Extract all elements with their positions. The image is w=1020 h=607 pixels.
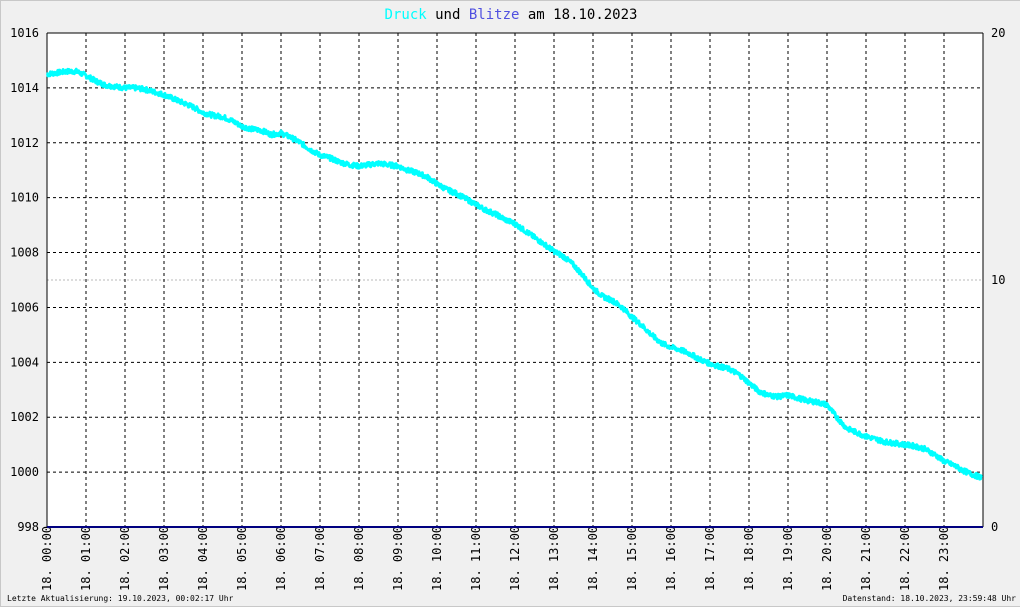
title-date: 18.10.2023 [553, 7, 637, 23]
x-tick-label: 18. 15:00 [625, 526, 639, 591]
x-tick-label: 18. 16:00 [664, 526, 678, 591]
x-tick-label: 18. 09:00 [391, 526, 405, 591]
x-tick-label: 18. 12:00 [508, 526, 522, 591]
footer-data-status: Datenstand: 18.10.2023, 23:59:48 Uhr [842, 594, 1016, 603]
pressure-series-line [45, 67, 983, 481]
tick-labels: 998 1000 1002 1004 1006 1008 1010 1012 1014 1016 0… [10, 26, 1005, 591]
x-tick-label: 18. 02:00 [118, 526, 132, 591]
chart-title: Druck und Blitze am 18.10.2023 [385, 7, 638, 23]
x-tick-label: 18. 03:00 [157, 526, 171, 591]
y-right-tick-label: 0 [991, 520, 998, 534]
data-series [45, 67, 983, 528]
title-word-und: und [435, 7, 460, 23]
x-tick-label: 18. 07:00 [313, 526, 327, 591]
x-tick-label: 18. 20:00 [820, 526, 834, 591]
y-left-tick-label: 1006 [10, 300, 39, 314]
x-tick-label: 18. 10:00 [430, 526, 444, 591]
y-left-tick-label: 1008 [10, 246, 39, 260]
title-word-druck: Druck [385, 7, 428, 23]
title-word-blitze: Blitze [469, 7, 520, 23]
axes [46, 32, 984, 527]
y-left-tick-label: 1002 [10, 410, 39, 424]
x-tick-label: 18. 17:00 [703, 526, 717, 591]
title-word-am: am [528, 7, 545, 23]
x-tick-label: 18. 01:00 [79, 526, 93, 591]
y-left-tick-label: 1014 [10, 81, 39, 95]
x-tick-label: 18. 08:00 [352, 526, 366, 591]
y-right-tick-label: 20 [991, 26, 1005, 40]
x-tick-label: 18. 22:00 [898, 526, 912, 591]
x-tick-label: 18. 05:00 [235, 526, 249, 591]
x-tick-label: 18. 00:00 [40, 526, 54, 591]
x-tick-label: 18. 13:00 [547, 526, 561, 591]
y-left-tick-label: 1000 [10, 465, 39, 479]
x-tick-label: 18. 21:00 [859, 526, 873, 591]
x-tick-label: 18. 06:00 [274, 526, 288, 591]
y-left-tick-label: 1016 [10, 26, 39, 40]
x-tick-label: 18. 19:00 [781, 526, 795, 591]
y-left-tick-label: 1012 [10, 136, 39, 150]
y-right-tick-label: 10 [991, 273, 1005, 287]
y-left-tick-label: 1010 [10, 191, 39, 205]
x-tick-label: 18. 18:00 [742, 526, 756, 591]
x-tick-label: 18. 11:00 [469, 526, 483, 591]
x-tick-label: 18. 14:00 [586, 526, 600, 591]
x-tick-label: 18. 04:00 [196, 526, 210, 591]
x-tick-label: 18. 23:00 [937, 526, 951, 591]
y-left-tick-label: 998 [17, 520, 39, 534]
y-left-tick-label: 1004 [10, 355, 39, 369]
footer-last-update: Letzte Aktualisierung: 19.10.2023, 00:02… [7, 594, 234, 603]
